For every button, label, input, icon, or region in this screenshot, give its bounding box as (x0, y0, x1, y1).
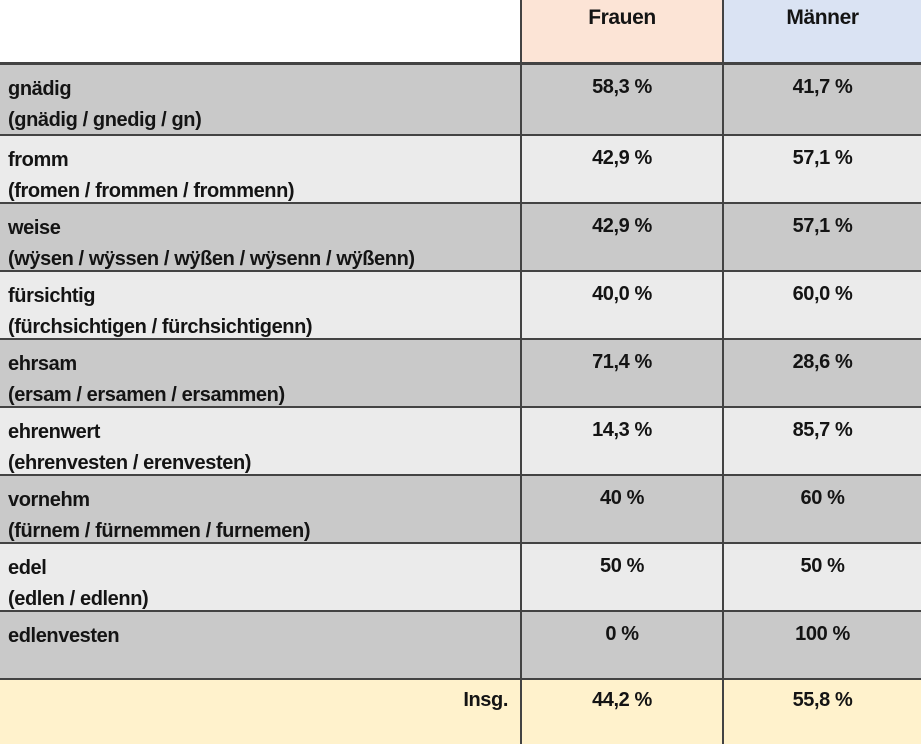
maenner-value: 85,7 % (722, 408, 921, 474)
table-row: fromm (fromen / frommen / frommenn) 42,9… (0, 134, 921, 202)
table-row: vornehm (fürnem / fürnemmen / furnemen) … (0, 474, 921, 542)
total-frauen-value: 44,2 % (520, 680, 722, 744)
table-header-row: Frauen Männer (0, 0, 921, 62)
term-variants: (fürchsichtigen / fürchsichtigenn) (8, 316, 313, 338)
frauen-value: 50 % (520, 544, 722, 610)
term-cell: fürsichtig (fürchsichtigen / fürchsichti… (0, 272, 520, 338)
total-maenner-value: 55,8 % (722, 680, 921, 744)
frauen-value: 40,0 % (520, 272, 722, 338)
frauen-value: 71,4 % (520, 340, 722, 406)
term-label: vornehm (8, 489, 90, 511)
maenner-value: 60,0 % (722, 272, 921, 338)
table-row: weise (wÿsen / wÿssen / wÿßen / wÿsenn /… (0, 202, 921, 270)
maenner-value: 100 % (722, 612, 921, 678)
term-variants: (ehrenvesten / erenvesten) (8, 452, 252, 474)
term-label: ehrenwert (8, 421, 100, 443)
term-label: fromm (8, 149, 69, 171)
frauen-value: 58,3 % (520, 65, 722, 134)
term-cell: weise (wÿsen / wÿssen / wÿßen / wÿsenn /… (0, 204, 520, 270)
term-cell: ehrenwert (ehrenvesten / erenvesten) (0, 408, 520, 474)
maenner-value: 28,6 % (722, 340, 921, 406)
term-cell: gnädig (gnädig / gnedig / gn) (0, 65, 520, 134)
frauen-value: 40 % (520, 476, 722, 542)
frauen-value: 42,9 % (520, 204, 722, 270)
term-cell: edlenvesten (0, 612, 520, 678)
term-label: ehrsam (8, 353, 77, 375)
frauen-value: 14,3 % (520, 408, 722, 474)
term-variants: (edlen / edlenn) (8, 588, 149, 610)
term-cell: fromm (fromen / frommen / frommenn) (0, 136, 520, 202)
term-cell: ehrsam (ersam / ersamen / ersammen) (0, 340, 520, 406)
header-empty-cell (0, 0, 520, 62)
table-row: fürsichtig (fürchsichtigen / fürchsichti… (0, 270, 921, 338)
table-row: ehrsam (ersam / ersamen / ersammen) 71,4… (0, 338, 921, 406)
term-label: edlenvesten (8, 625, 120, 647)
table-row: ehrenwert (ehrenvesten / erenvesten) 14,… (0, 406, 921, 474)
term-cell: vornehm (fürnem / fürnemmen / furnemen) (0, 476, 520, 542)
frauen-value: 0 % (520, 612, 722, 678)
term-variants: (wÿsen / wÿssen / wÿßen / wÿsenn / wÿßen… (8, 248, 415, 270)
table-row: edel (edlen / edlenn) 50 % 50 % (0, 542, 921, 610)
frauen-value: 42,9 % (520, 136, 722, 202)
table-row: edlenvesten 0 % 100 % (0, 610, 921, 678)
term-variants: (fürnem / fürnemmen / furnemen) (8, 520, 311, 542)
maenner-value: 60 % (722, 476, 921, 542)
term-variants: (fromen / frommen / frommenn) (8, 180, 295, 202)
term-variants: (gnädig / gnedig / gn) (8, 109, 202, 131)
term-variants: (ersam / ersamen / ersammen) (8, 384, 285, 406)
table-total-row: Insg. 44,2 % 55,8 % (0, 678, 921, 744)
maenner-value: 57,1 % (722, 136, 921, 202)
maenner-value: 57,1 % (722, 204, 921, 270)
term-label: edel (8, 557, 47, 579)
term-label: weise (8, 217, 61, 239)
term-label: fürsichtig (8, 285, 96, 307)
term-label: gnädig (8, 78, 72, 100)
header-frauen: Frauen (520, 0, 722, 62)
table-row: gnädig (gnädig / gnedig / gn) 58,3 % 41,… (0, 62, 921, 134)
header-maenner: Männer (722, 0, 921, 62)
maenner-value: 41,7 % (722, 65, 921, 134)
maenner-value: 50 % (722, 544, 921, 610)
total-label: Insg. (0, 680, 520, 744)
term-cell: edel (edlen / edlenn) (0, 544, 520, 610)
